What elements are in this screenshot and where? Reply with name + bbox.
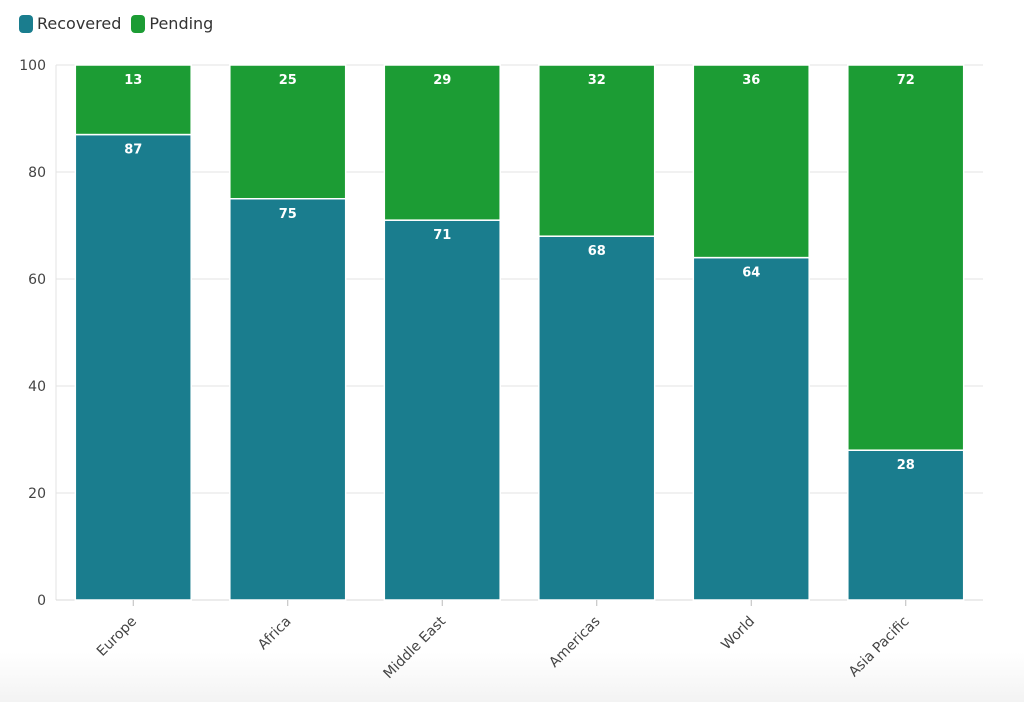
data-label: 29 <box>433 73 451 88</box>
legend-item-recovered[interactable]: Recovered <box>19 14 121 33</box>
y-tick-label: 0 <box>37 593 46 609</box>
y-tick-label: 100 <box>19 58 46 74</box>
data-label: 87 <box>124 143 142 158</box>
bar-recovered <box>538 235 656 601</box>
y-tick-label: 20 <box>28 486 46 502</box>
legend-label-pending: Pending <box>149 14 214 33</box>
bar-pending <box>74 64 192 136</box>
data-label: 36 <box>742 73 760 88</box>
data-label: 68 <box>588 244 606 259</box>
x-tick-label: Asia Pacific <box>846 614 913 681</box>
y-tick-label: 60 <box>28 272 46 288</box>
data-label: 75 <box>279 207 297 222</box>
x-tick-label: Africa <box>255 614 295 654</box>
bar-recovered <box>692 256 810 601</box>
data-label: 72 <box>897 73 915 88</box>
bar-pending <box>847 64 965 451</box>
bar-pending <box>229 64 347 200</box>
data-label: 28 <box>897 458 915 473</box>
legend-label-recovered: Recovered <box>37 14 122 33</box>
legend: Recovered Pending <box>19 14 223 33</box>
data-label: 32 <box>588 73 606 88</box>
legend-swatch-recovered <box>19 14 33 33</box>
legend-swatch-pending <box>131 14 146 33</box>
y-tick-label: 80 <box>28 165 46 181</box>
data-label: 64 <box>742 266 760 281</box>
x-tick-label: Americas <box>546 614 603 671</box>
bar-pending <box>383 64 501 221</box>
y-tick-label: 40 <box>28 379 46 395</box>
bar-recovered <box>229 198 347 601</box>
data-label: 25 <box>279 73 297 88</box>
x-tick-label: Europe <box>94 614 140 660</box>
data-label: 13 <box>124 73 142 88</box>
bar-recovered <box>383 219 501 601</box>
x-tick-label: Middle East <box>381 613 450 682</box>
bar-pending <box>692 64 810 259</box>
bar-recovered <box>74 133 192 601</box>
bar-pending <box>538 64 656 237</box>
bar-recovered <box>847 449 965 601</box>
x-tick-label: World <box>718 614 758 654</box>
data-label: 71 <box>433 228 451 243</box>
legend-item-pending[interactable]: Pending <box>131 14 213 33</box>
